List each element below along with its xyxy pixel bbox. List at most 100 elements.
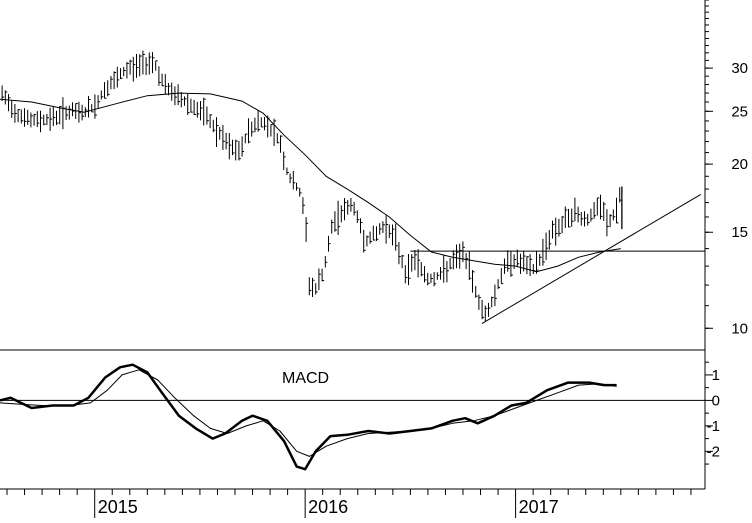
price-bar-93	[299, 187, 302, 197]
price-bar-56	[180, 92, 184, 108]
price-bar-20	[65, 106, 69, 121]
price-bar-57	[184, 96, 187, 106]
price-bar-112	[360, 218, 363, 234]
price-bar-101	[324, 256, 328, 268]
price-bar-160	[513, 254, 517, 270]
price-bar-189	[606, 209, 609, 237]
price-bar-155	[497, 279, 501, 290]
price-bar-133	[427, 272, 430, 286]
price-bar-67	[216, 117, 219, 147]
price-bar-147	[472, 270, 475, 293]
price-bar-111	[356, 210, 360, 223]
price-bar-184	[590, 208, 593, 222]
price-bar-100	[321, 268, 325, 282]
price-bar-177	[568, 208, 571, 228]
price-bar-17	[56, 110, 59, 126]
price-bar-167	[536, 251, 539, 274]
price-bar-115	[369, 231, 373, 244]
price-bar-157	[504, 258, 507, 274]
price-tick-label-2: 20	[731, 156, 748, 173]
price-bar-34	[110, 75, 113, 90]
price-bar-108	[347, 199, 350, 215]
price-bar-97	[312, 277, 315, 297]
price-bar-176	[564, 206, 568, 228]
moving-average-line	[0, 92, 621, 273]
price-bar-33	[107, 80, 110, 97]
price-tick-label-3: 15	[731, 224, 748, 241]
price-bar-126	[404, 265, 408, 284]
price-bar-81	[260, 117, 264, 128]
price-bar-70	[225, 132, 229, 150]
price-bar-143	[459, 243, 462, 269]
price-bar-90	[289, 173, 293, 184]
price-bar-9	[30, 112, 33, 128]
price-bar-178	[571, 208, 574, 227]
price-bar-149	[478, 294, 481, 310]
price-bar-181	[580, 212, 584, 226]
price-bar-141	[452, 250, 456, 270]
price-bar-2	[8, 94, 11, 112]
price-bar-182	[584, 211, 587, 227]
price-bar-4	[14, 104, 17, 123]
price-bar-58	[187, 93, 190, 115]
price-bar-39	[126, 61, 129, 79]
price-bar-172	[552, 220, 555, 239]
price-bar-191	[612, 209, 616, 221]
price-tick-label-4: 10	[731, 320, 748, 337]
price-bar-6	[20, 109, 24, 124]
price-bar-91	[292, 170, 296, 190]
price-bar-140	[449, 258, 453, 270]
price-bar-135	[433, 272, 437, 287]
price-bar-104	[334, 211, 337, 232]
price-bar-42	[136, 53, 139, 78]
price-bar-169	[542, 238, 545, 266]
price-bar-76	[244, 133, 248, 144]
price-bar-98	[315, 283, 318, 295]
price-bar-87	[280, 135, 283, 153]
price-bar-179	[574, 197, 577, 222]
price-bar-12	[40, 110, 43, 133]
price-bar-61	[196, 101, 200, 118]
price-bar-125	[401, 254, 405, 269]
price-bar-114	[366, 235, 369, 247]
price-bar-31	[100, 90, 104, 100]
price-bar-145	[465, 252, 469, 270]
price-bars	[1, 50, 623, 321]
price-bar-107	[344, 198, 347, 221]
price-bar-74	[238, 140, 241, 161]
price-bar-30	[97, 95, 101, 109]
price-bar-62	[200, 101, 203, 121]
price-axis: 30 25 20 15 10	[705, 0, 748, 337]
macd-tick-label-1: 0	[712, 392, 720, 409]
price-bar-186	[596, 197, 600, 216]
trend-line-0	[481, 193, 702, 324]
year-label-0: 2015	[98, 497, 138, 517]
price-bar-78	[251, 121, 254, 137]
price-bar-59	[190, 98, 193, 113]
price-bar-29	[94, 94, 97, 119]
macd-title: MACD	[282, 370, 329, 387]
year-label-1: 2016	[308, 497, 348, 517]
price-bar-60	[193, 99, 197, 115]
price-bar-158	[507, 250, 510, 272]
time-axis: 2015 2016 2017	[6, 489, 692, 518]
price-bar-138	[443, 255, 446, 283]
price-bar-25	[81, 104, 85, 121]
price-bar-89	[286, 167, 289, 175]
price-bar-54	[174, 86, 177, 106]
price-bar-120	[385, 215, 389, 244]
price-bar-72	[232, 139, 235, 156]
price-bar-170	[545, 232, 549, 261]
price-bar-36	[116, 66, 120, 88]
price-bar-168	[539, 253, 542, 266]
year-label-2: 2017	[519, 497, 559, 517]
price-bar-84	[270, 124, 273, 137]
price-bar-123	[395, 223, 398, 251]
price-bar-86	[276, 133, 280, 144]
price-bar-11	[36, 111, 40, 128]
price-bar-129	[414, 249, 417, 271]
price-bar-22	[72, 102, 75, 117]
price-bar-165	[529, 254, 533, 277]
price-bar-128	[411, 254, 414, 272]
